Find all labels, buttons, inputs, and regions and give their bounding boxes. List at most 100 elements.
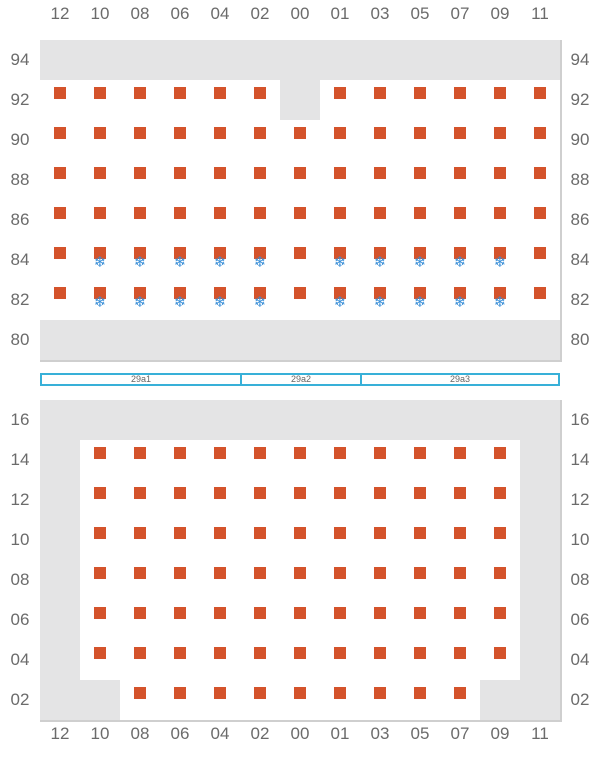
grid-cell-12-01[interactable] [320,480,362,522]
grid-cell-86-08[interactable] [120,200,162,242]
grid-cell-84-11[interactable] [520,240,562,282]
grid-cell-08-08[interactable] [120,560,162,602]
grid-cell-82-10[interactable]: ❄ [80,280,122,322]
grid-cell-06-04[interactable] [200,600,242,642]
grid-cell-14-05[interactable] [400,440,442,482]
grid-cell-88-07[interactable] [440,160,482,202]
grid-cell-88-00[interactable] [280,160,322,202]
grid-cell-12-10[interactable] [80,480,122,522]
grid-cell-84-12[interactable] [40,240,82,282]
grid-cell-10-09[interactable] [480,520,522,562]
grid-cell-90-11[interactable] [520,120,562,162]
grid-cell-90-10[interactable] [80,120,122,162]
grid-cell-08-00[interactable] [280,560,322,602]
grid-cell-86-02[interactable] [240,200,282,242]
grid-cell-88-06[interactable] [160,160,202,202]
grid-cell-84-10[interactable]: ❄ [80,240,122,282]
grid-cell-06-03[interactable] [360,600,402,642]
grid-cell-84-09[interactable]: ❄ [480,240,522,282]
grid-cell-84-04[interactable]: ❄ [200,240,242,282]
grid-cell-02-08[interactable] [120,680,162,722]
grid-cell-04-08[interactable] [120,640,162,682]
grid-cell-10-05[interactable] [400,520,442,562]
grid-cell-10-04[interactable] [200,520,242,562]
grid-cell-02-05[interactable] [400,680,442,722]
grid-cell-86-01[interactable] [320,200,362,242]
grid-cell-04-02[interactable] [240,640,282,682]
grid-cell-02-01[interactable] [320,680,362,722]
grid-cell-92-01[interactable] [320,80,362,122]
grid-cell-14-06[interactable] [160,440,202,482]
grid-cell-08-04[interactable] [200,560,242,602]
grid-cell-86-11[interactable] [520,200,562,242]
grid-cell-88-11[interactable] [520,160,562,202]
grid-cell-04-06[interactable] [160,640,202,682]
grid-cell-84-08[interactable]: ❄ [120,240,162,282]
grid-cell-88-04[interactable] [200,160,242,202]
grid-cell-88-10[interactable] [80,160,122,202]
grid-cell-08-06[interactable] [160,560,202,602]
grid-cell-88-05[interactable] [400,160,442,202]
grid-cell-14-07[interactable] [440,440,482,482]
grid-cell-04-01[interactable] [320,640,362,682]
grid-cell-08-07[interactable] [440,560,482,602]
grid-cell-14-03[interactable] [360,440,402,482]
grid-cell-06-00[interactable] [280,600,322,642]
grid-cell-86-12[interactable] [40,200,82,242]
grid-cell-08-03[interactable] [360,560,402,602]
grid-cell-92-05[interactable] [400,80,442,122]
grid-cell-86-03[interactable] [360,200,402,242]
grid-cell-92-11[interactable] [520,80,562,122]
grid-cell-02-02[interactable] [240,680,282,722]
grid-cell-90-09[interactable] [480,120,522,162]
grid-cell-12-07[interactable] [440,480,482,522]
grid-cell-10-07[interactable] [440,520,482,562]
grid-cell-90-03[interactable] [360,120,402,162]
grid-cell-14-02[interactable] [240,440,282,482]
grid-cell-04-09[interactable] [480,640,522,682]
grid-cell-86-07[interactable] [440,200,482,242]
grid-cell-82-12[interactable] [40,280,82,322]
grid-cell-88-09[interactable] [480,160,522,202]
grid-cell-04-07[interactable] [440,640,482,682]
grid-cell-92-04[interactable] [200,80,242,122]
grid-cell-86-09[interactable] [480,200,522,242]
grid-cell-12-09[interactable] [480,480,522,522]
grid-cell-88-01[interactable] [320,160,362,202]
grid-cell-14-08[interactable] [120,440,162,482]
grid-cell-12-03[interactable] [360,480,402,522]
grid-cell-92-02[interactable] [240,80,282,122]
grid-cell-06-07[interactable] [440,600,482,642]
grid-cell-10-10[interactable] [80,520,122,562]
grid-cell-12-02[interactable] [240,480,282,522]
grid-cell-90-01[interactable] [320,120,362,162]
grid-cell-88-02[interactable] [240,160,282,202]
grid-cell-14-10[interactable] [80,440,122,482]
grid-cell-06-06[interactable] [160,600,202,642]
grid-cell-90-04[interactable] [200,120,242,162]
grid-cell-82-05[interactable]: ❄ [400,280,442,322]
grid-cell-82-08[interactable]: ❄ [120,280,162,322]
grid-cell-14-04[interactable] [200,440,242,482]
grid-cell-10-03[interactable] [360,520,402,562]
grid-cell-86-10[interactable] [80,200,122,242]
grid-cell-12-05[interactable] [400,480,442,522]
grid-cell-06-05[interactable] [400,600,442,642]
grid-cell-12-04[interactable] [200,480,242,522]
grid-cell-08-05[interactable] [400,560,442,602]
grid-cell-84-02[interactable]: ❄ [240,240,282,282]
grid-cell-86-06[interactable] [160,200,202,242]
grid-cell-90-07[interactable] [440,120,482,162]
grid-cell-82-02[interactable]: ❄ [240,280,282,322]
grid-cell-90-06[interactable] [160,120,202,162]
grid-cell-92-06[interactable] [160,80,202,122]
grid-cell-08-09[interactable] [480,560,522,602]
grid-cell-90-12[interactable] [40,120,82,162]
grid-cell-12-00[interactable] [280,480,322,522]
grid-cell-04-04[interactable] [200,640,242,682]
grid-cell-90-02[interactable] [240,120,282,162]
grid-cell-14-01[interactable] [320,440,362,482]
grid-cell-82-00[interactable] [280,280,322,322]
grid-cell-82-07[interactable]: ❄ [440,280,482,322]
grid-cell-92-10[interactable] [80,80,122,122]
